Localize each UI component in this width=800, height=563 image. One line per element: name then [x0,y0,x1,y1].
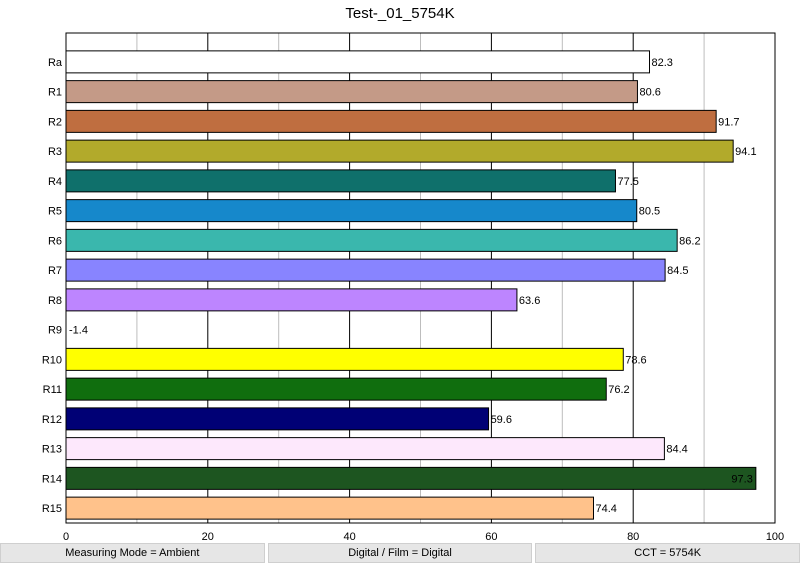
plot-frame [65,32,776,524]
digital-film-label: Digital / Film = Digital [267,543,533,563]
category-label: R11 [43,384,62,396]
category-label: R9 [48,325,62,337]
bar [65,496,594,520]
bar [65,228,678,252]
value-label: 86.2 [679,235,700,247]
value-label: 80.6 [639,87,660,99]
bar [65,50,651,74]
x-tick-label: 60 [485,531,497,543]
value-label: 63.6 [519,295,540,307]
category-labels: Ra R1 R2 R3 R4 R5 R6 R7 R8 R9 R10 R11 R12 R13 R14 R15 [42,57,63,515]
bar [65,377,607,401]
bar [65,109,717,133]
value-label: 84.5 [667,265,688,277]
value-label: 84.4 [666,444,687,456]
chart: 82.3 80.6 91.7 94.1 77.5 80.5 86.2 84.5 63.6 -1.4… [42,32,784,543]
x-tick-label: 80 [627,531,639,543]
chart-title: Test-_01_5754K [345,5,455,22]
x-tick-label: 100 [766,531,784,543]
bars [65,50,757,520]
category-label: R6 [48,235,62,247]
cct-label: CCT = 5754K [535,543,800,563]
category-label: R1 [48,87,62,99]
value-label: 82.3 [652,57,673,69]
bar [65,466,757,490]
value-label: 94.1 [735,146,756,158]
category-label: R4 [48,176,62,188]
value-label: 80.5 [639,206,660,218]
category-label: R12 [42,414,62,426]
category-label: R7 [48,265,62,277]
value-label: -1.4 [69,325,88,337]
x-tick-label: 40 [343,531,355,543]
bar [65,169,616,193]
value-label: 78.6 [625,354,646,366]
status-footer: Measuring Mode = Ambient Digital / Film … [0,543,800,563]
category-label: R13 [42,444,62,456]
category-label: R14 [42,473,62,485]
value-label: 77.5 [617,176,638,188]
bar [65,80,638,104]
bar [65,407,490,431]
bar [65,139,734,163]
category-label: R3 [48,146,62,158]
bar [65,437,665,461]
category-label: R8 [48,295,62,307]
value-label: 91.7 [718,116,739,128]
x-tick-label: 0 [63,531,69,543]
value-label: 59.6 [491,414,512,426]
value-label: 74.4 [595,503,616,515]
category-label: R5 [48,206,62,218]
bar [65,199,638,223]
x-tick-label: 20 [202,531,214,543]
category-label: Ra [48,57,63,69]
category-label: R2 [48,116,62,128]
bar [65,258,666,282]
x-tick-labels: 0 20 40 60 80 100 [63,531,784,543]
measuring-mode-label: Measuring Mode = Ambient [0,543,265,563]
value-label: 97.3 [731,473,752,485]
category-label: R15 [42,503,62,515]
value-label: 76.2 [608,384,629,396]
bar [65,347,624,371]
bar [65,288,518,312]
category-label: R10 [42,354,62,366]
value-labels: 82.3 80.6 91.7 94.1 77.5 80.5 86.2 84.5 63.6 -1.4… [69,57,757,515]
